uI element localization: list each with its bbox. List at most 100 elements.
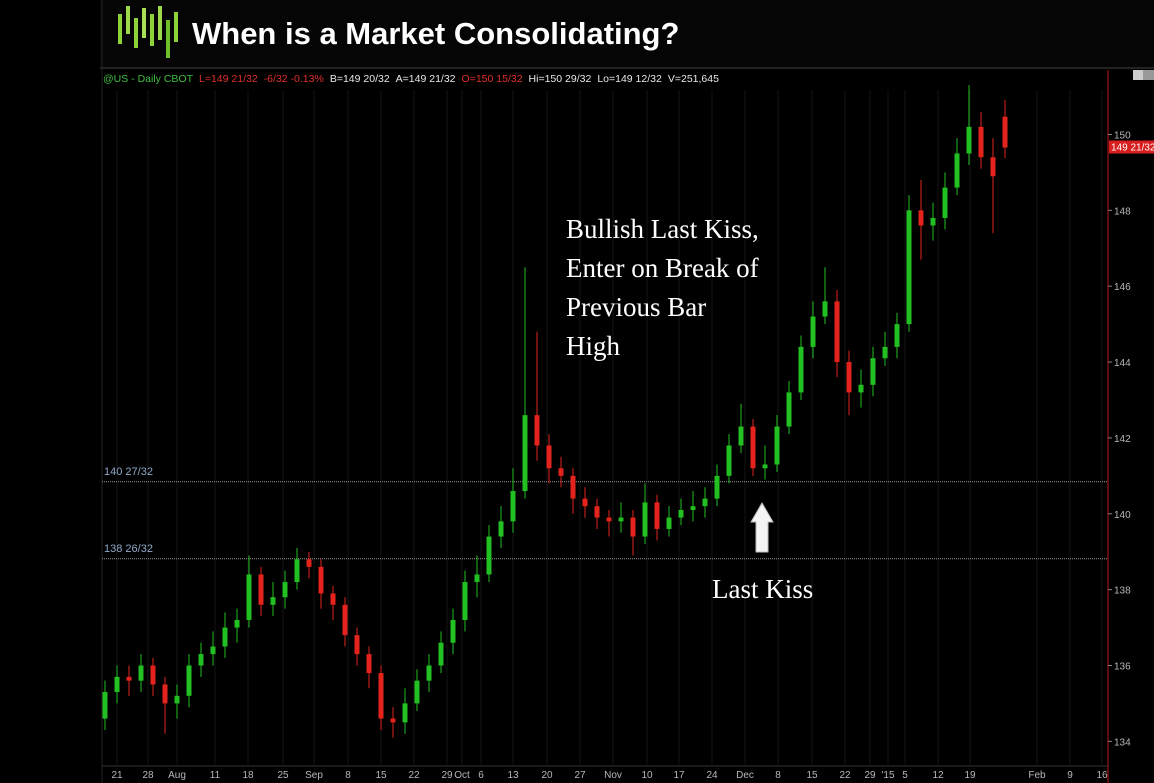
y-tick-label: 144 — [1114, 358, 1131, 369]
x-tick-label: Sep — [305, 770, 323, 781]
candle-body — [942, 187, 948, 218]
x-tick-label: 25 — [277, 770, 289, 781]
x-tick-label: 16 — [1096, 770, 1108, 781]
candle-body — [870, 358, 876, 385]
x-tick-label: 10 — [641, 770, 653, 781]
x-tick-label: 6 — [478, 770, 484, 781]
x-tick-label: Dec — [736, 770, 754, 781]
x-tick-label: 5 — [902, 770, 908, 781]
candle-body — [654, 502, 660, 529]
x-tick-label: 17 — [673, 770, 685, 781]
candle-body — [582, 498, 588, 507]
candle-body — [594, 506, 600, 518]
candle-body — [810, 316, 816, 347]
scale-button[interactable] — [1133, 70, 1143, 80]
candle-body — [318, 566, 324, 594]
ticker-item: B=149 20/32 — [330, 73, 390, 85]
candle-body — [714, 475, 720, 499]
x-tick-label: 18 — [242, 770, 254, 781]
ticker-item: A=149 21/32 — [396, 73, 456, 85]
candle-body — [534, 415, 540, 446]
ticker-item: Hi=150 29/32 — [529, 73, 592, 85]
x-tick-label: 15 — [375, 770, 387, 781]
x-tick-label: 11 — [210, 770, 221, 781]
candle-body — [618, 517, 624, 522]
candle-body — [1002, 116, 1008, 148]
annotation: Previous Bar — [566, 292, 706, 322]
candle-body — [798, 346, 804, 393]
reference-label: 138 26/32 — [104, 543, 153, 555]
y-tick-label: 146 — [1114, 282, 1131, 293]
candle-body — [558, 468, 564, 476]
candle-body — [198, 654, 204, 666]
x-tick-label: Oct — [454, 770, 470, 781]
candle-body — [306, 559, 312, 567]
candle-body — [294, 559, 300, 583]
annotation: Bullish Last Kiss, — [566, 214, 759, 244]
ticker-item: @US - Daily CBOT — [103, 73, 194, 85]
candle-body — [234, 619, 240, 628]
candle-body — [114, 676, 120, 693]
candle-body — [846, 362, 852, 393]
candle-body — [390, 718, 396, 723]
candle-body — [210, 646, 216, 655]
candle-body — [858, 384, 864, 393]
candle-body — [474, 574, 480, 583]
x-tick-label: 8 — [345, 770, 351, 781]
candle-body — [546, 445, 552, 469]
ticker-item: L=149 21/32 — [199, 73, 258, 85]
candle-body — [990, 157, 996, 177]
last-price-tag — [1109, 140, 1154, 154]
annotation: Enter on Break of — [566, 253, 759, 283]
y-tick-label: 148 — [1114, 206, 1131, 217]
candle-body — [570, 475, 576, 499]
candle-body — [174, 695, 180, 704]
y-tick-label: 140 — [1114, 510, 1131, 521]
x-tick-label: 13 — [507, 770, 519, 781]
ticker-item: -6/32 -0.13% — [264, 73, 324, 85]
candle-body — [834, 301, 840, 363]
x-tick-label: 8 — [775, 770, 781, 781]
header-bar — [100, 0, 1154, 68]
y-tick-label: 134 — [1114, 737, 1131, 748]
scale-button[interactable] — [1143, 70, 1154, 80]
candle-body — [702, 498, 708, 507]
reference-label: 140 27/32 — [104, 466, 153, 478]
candle-body — [606, 517, 612, 522]
candle-body — [954, 153, 960, 188]
candle-body — [918, 210, 924, 226]
x-tick-label: 15 — [806, 770, 818, 781]
candle-body — [774, 426, 780, 465]
candle-body — [738, 426, 744, 446]
candle-body — [486, 536, 492, 575]
candle-body — [498, 521, 504, 537]
y-tick-label: 136 — [1114, 661, 1131, 672]
x-tick-label: 27 — [574, 770, 586, 781]
title: When is a Market Consolidating? — [192, 16, 679, 51]
ticker-item: Lo=149 12/32 — [597, 73, 662, 85]
candle-body — [342, 604, 348, 636]
x-tick-label: 12 — [932, 770, 944, 781]
x-tick-label: 21 — [111, 770, 123, 781]
candle-body — [366, 654, 372, 674]
x-tick-label: Feb — [1028, 770, 1046, 781]
x-tick-label: Nov — [604, 770, 622, 781]
x-tick-label: Aug — [168, 770, 186, 781]
candle-body — [378, 673, 384, 719]
candle-body — [690, 506, 696, 510]
x-tick-label: 20 — [541, 770, 553, 781]
candle-body — [678, 509, 684, 518]
x-tick-label: 29 — [864, 770, 876, 781]
x-tick-label: 22 — [839, 770, 851, 781]
x-tick-label: 22 — [408, 770, 420, 781]
candle-body — [354, 635, 360, 655]
y-tick-label: 138 — [1114, 586, 1131, 597]
candle-body — [978, 126, 984, 158]
candle-body — [786, 392, 792, 427]
candle-body — [906, 210, 912, 325]
candle-body — [762, 464, 768, 469]
candle-body — [426, 665, 432, 681]
